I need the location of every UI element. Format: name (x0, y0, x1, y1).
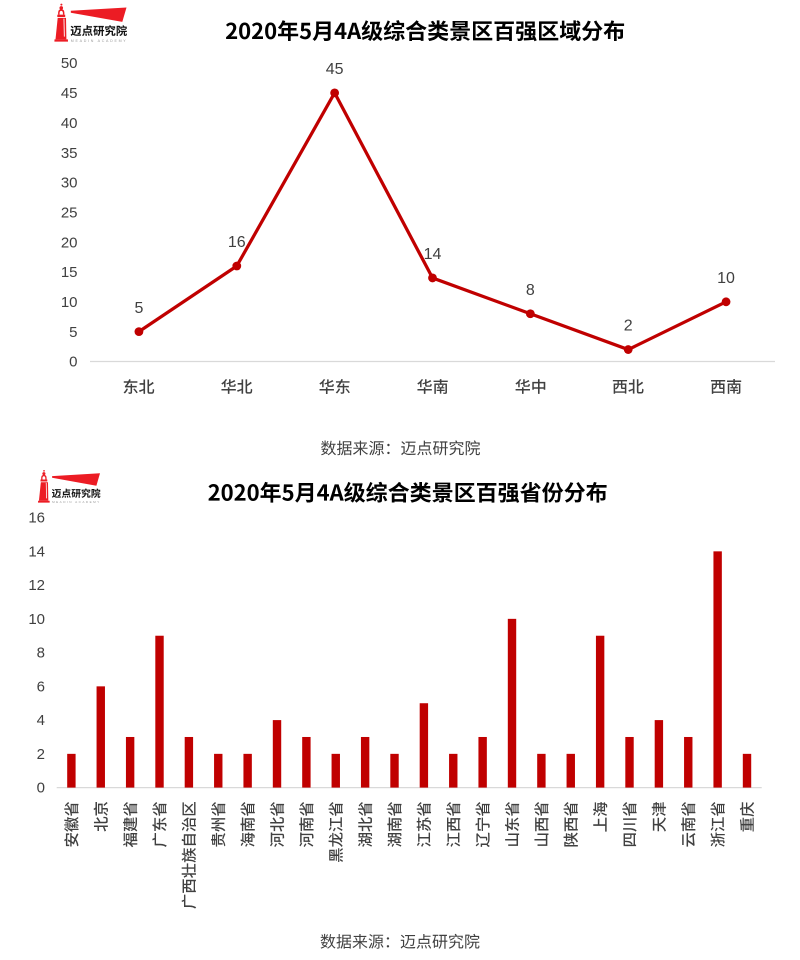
svg-text:14: 14 (424, 246, 442, 263)
svg-text:35: 35 (61, 145, 78, 162)
svg-text:0: 0 (69, 354, 77, 371)
svg-text:10: 10 (61, 294, 78, 311)
svg-text:6: 6 (37, 678, 45, 695)
svg-text:50: 50 (61, 55, 78, 72)
svg-text:15: 15 (61, 264, 78, 281)
svg-text:25: 25 (61, 204, 78, 221)
svg-text:5: 5 (134, 300, 143, 317)
svg-text:16: 16 (28, 510, 45, 527)
svg-text:40: 40 (61, 115, 78, 132)
svg-text:45: 45 (61, 85, 78, 102)
svg-text:10: 10 (28, 611, 45, 628)
svg-text:8: 8 (526, 282, 535, 299)
svg-text:2: 2 (624, 318, 633, 335)
svg-text:16: 16 (228, 234, 246, 251)
svg-text:10: 10 (717, 270, 735, 287)
svg-text:2: 2 (37, 746, 45, 763)
svg-text:0: 0 (37, 780, 45, 797)
svg-text:14: 14 (28, 543, 45, 560)
svg-text:4: 4 (37, 712, 45, 729)
svg-text:45: 45 (326, 61, 344, 78)
svg-text:12: 12 (28, 577, 45, 594)
svg-text:30: 30 (61, 175, 78, 192)
svg-text:5: 5 (69, 324, 77, 341)
svg-text:20: 20 (61, 234, 78, 251)
svg-text:8: 8 (37, 645, 45, 662)
